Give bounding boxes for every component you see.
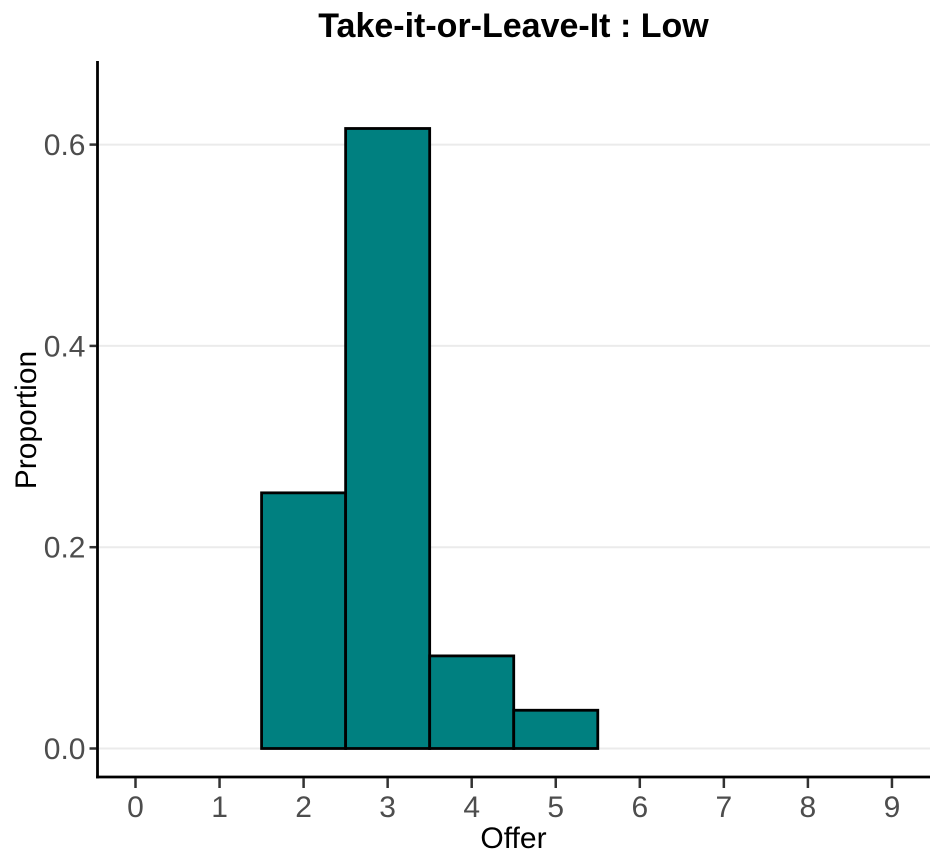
chart-title: Take-it-or-Leave-It : Low	[318, 7, 709, 45]
y-axis-title: Proportion	[10, 350, 43, 490]
bar-offer-3	[344, 127, 432, 750]
x-tick-label: 8	[800, 791, 817, 824]
bar-offer-2	[260, 491, 348, 750]
x-tick-label: 7	[716, 791, 733, 824]
x-tick-label: 4	[463, 791, 480, 824]
x-tick-label: 0	[127, 791, 144, 824]
x-axis-title: Offer	[480, 822, 547, 855]
x-tick-label: 9	[884, 791, 901, 824]
y-tick-label: 0.2	[44, 532, 86, 565]
x-tick-label: 5	[547, 791, 564, 824]
bar-offer-5	[512, 708, 600, 750]
x-tick-label: 2	[295, 791, 312, 824]
x-tick-label: 3	[379, 791, 396, 824]
x-tick-label: 1	[211, 791, 228, 824]
bar-offer-4	[428, 654, 516, 750]
y-tick-label: 0.4	[44, 330, 86, 363]
y-tick-label: 0.6	[44, 129, 86, 162]
y-tick-label: 0.0	[44, 733, 86, 766]
x-tick-label: 6	[631, 791, 648, 824]
